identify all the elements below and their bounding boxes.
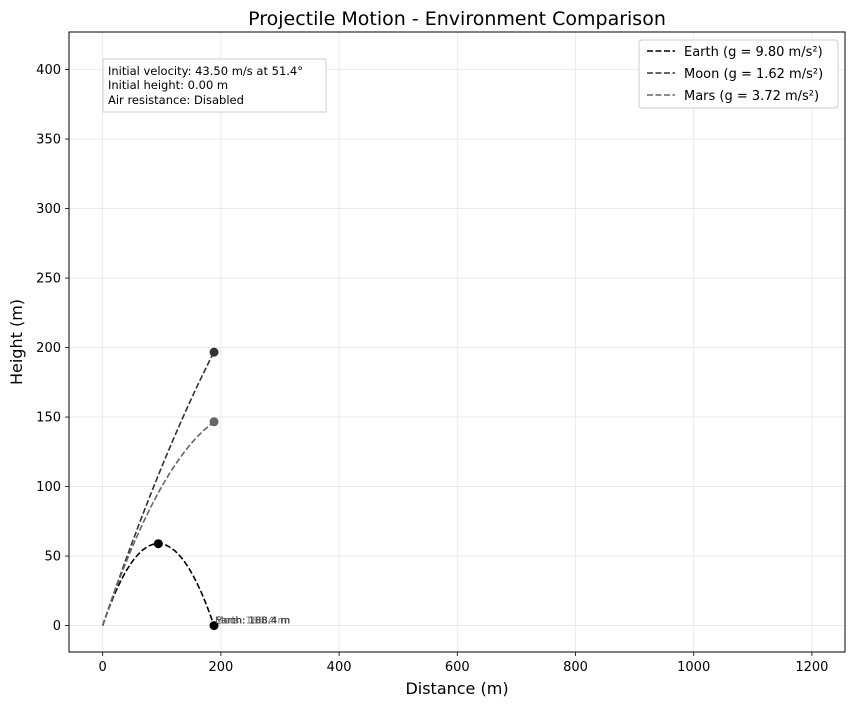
info-box: Initial velocity: 43.50 m/s at 51.4° Ini… [102,58,327,113]
info-air-resistance: Air resistance: Disabled [108,93,244,107]
trajectory-markers [153,347,219,631]
info-velocity: Initial velocity: 43.50 m/s at 51.4° [108,64,303,78]
grid [69,32,845,652]
x-tick-label: 1200 [795,660,828,675]
end-marker-moon [209,347,219,357]
range-annotation-moon: Moon: 188.4 m [215,616,290,627]
y-tick-label: 350 [36,133,61,148]
peak-marker-earth [153,539,163,549]
y-tick-label: 250 [36,272,61,287]
y-tick-label: 150 [36,411,61,426]
legend-frame [638,39,839,109]
y-tick-label: 50 [44,550,61,565]
range-annotation-earth: Earth: 188.4 m [215,616,290,627]
legend-label-mars: Mars (g = 3.72 m/s²) [684,89,819,104]
legend-label-moon: Moon (g = 1.62 m/s²) [684,67,823,82]
x-tick-label: 0 [99,660,107,675]
y-tick-label: 400 [36,63,61,78]
legend: Earth (g = 9.80 m/s²) Moon (g = 1.62 m/s… [638,39,839,109]
x-tick-label: 400 [327,660,352,675]
x-axis-label: Distance (m) [405,679,508,698]
x-axis-ticks: 0 200 400 600 800 1000 1200 [99,652,828,675]
end-marker-earth [209,621,219,631]
x-tick-label: 600 [445,660,470,675]
x-tick-label: 1000 [677,660,710,675]
y-axis-ticks: 0 50 100 150 200 250 300 350 400 [36,63,69,634]
y-tick-label: 200 [36,341,61,356]
info-height: Initial height: 0.00 m [108,78,228,92]
info-box-frame [102,58,327,113]
y-tick-label: 0 [53,619,61,634]
x-tick-label: 800 [563,660,588,675]
end-marker-mars [209,417,219,427]
x-tick-label: 200 [208,660,233,675]
y-tick-label: 300 [36,202,61,217]
y-axis-label: Height (m) [7,299,26,385]
chart-title: Projectile Motion - Environment Comparis… [248,8,666,30]
range-annotation-mars: Mars: 188.4 m [215,616,287,627]
trajectory-mars [101,421,215,626]
legend-label-earth: Earth (g = 9.80 m/s²) [684,45,823,60]
y-tick-label: 100 [36,480,61,495]
